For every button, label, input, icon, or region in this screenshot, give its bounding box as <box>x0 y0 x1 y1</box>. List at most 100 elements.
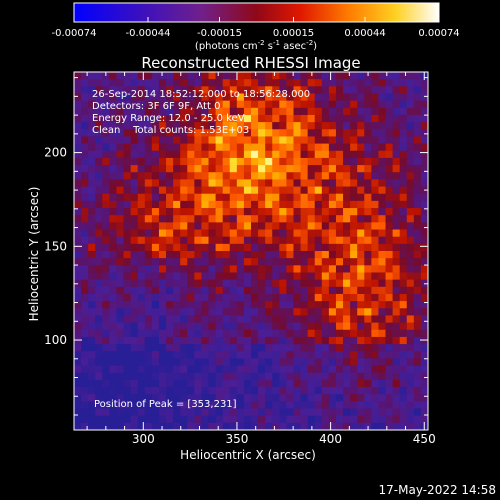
heatmap-cell <box>144 279 153 288</box>
heatmap-cell <box>300 100 309 109</box>
colorbar-gradient <box>73 2 440 23</box>
heatmap-cell <box>293 165 301 173</box>
heatmap-cell <box>399 143 408 152</box>
heatmap-cell <box>279 129 287 137</box>
heatmap-cell <box>321 258 330 266</box>
heatmap-cell <box>258 258 266 266</box>
heatmap-cell <box>371 100 379 109</box>
heatmap-cell <box>321 301 330 309</box>
heatmap-cell <box>137 408 146 417</box>
heatmap-cell <box>321 157 330 166</box>
heatmap-cell <box>144 379 153 388</box>
heatmap-cell <box>335 301 344 309</box>
heatmap-cell <box>350 107 358 116</box>
heatmap-cell <box>109 114 117 123</box>
heatmap-cell <box>328 401 337 409</box>
heatmap-cell <box>229 365 238 374</box>
heatmap-cell <box>314 179 323 187</box>
heatmap-cell <box>328 122 337 130</box>
heatmap-cell <box>399 200 408 209</box>
heatmap-cell <box>307 229 316 238</box>
heatmap-cell <box>236 107 245 116</box>
heatmap-cell <box>222 365 231 374</box>
heatmap-cell <box>137 200 146 209</box>
heatmap-cell <box>307 394 316 402</box>
heatmap-cell <box>74 351 82 359</box>
heatmap-cell <box>229 322 238 331</box>
heatmap-cell <box>314 136 323 144</box>
heatmap-cell <box>180 394 188 402</box>
heatmap-cell <box>236 150 245 159</box>
heatmap-cell <box>74 236 82 245</box>
heatmap-cell <box>399 100 408 109</box>
annotation-energy-range: Energy Range: 12.0 - 25.0 keV <box>92 113 245 124</box>
heatmap-cell <box>413 243 422 252</box>
heatmap-cell <box>236 322 245 331</box>
heatmap-cell <box>420 365 428 374</box>
heatmap-cell <box>300 86 309 94</box>
heatmap-cell <box>95 258 103 266</box>
heatmap-cell <box>321 114 330 123</box>
heatmap-cell <box>158 200 167 209</box>
heatmap-cell <box>328 86 337 94</box>
heatmap-cell <box>123 186 132 195</box>
heatmap-cell <box>158 315 167 323</box>
heatmap-cell <box>343 387 351 395</box>
heatmap-cell <box>258 243 266 252</box>
heatmap-cell <box>137 344 146 352</box>
heatmap-cell <box>243 208 252 216</box>
heatmap-cell <box>272 422 280 430</box>
heatmap-cell <box>194 150 202 159</box>
heatmap-cell <box>95 379 103 388</box>
heatmap-cell <box>378 293 386 302</box>
heatmap-cell <box>272 129 280 137</box>
heatmap-cell <box>187 251 195 259</box>
heatmap-cell <box>420 236 428 245</box>
heatmap-cell <box>328 79 337 87</box>
heatmap-cell <box>314 79 323 87</box>
heatmap-cell <box>335 336 344 345</box>
heatmap-cell <box>378 301 386 309</box>
heatmap-cell <box>102 265 110 273</box>
heatmap-cell <box>201 179 209 187</box>
heatmap-cell <box>343 322 351 331</box>
heatmap-cell <box>173 215 181 223</box>
heatmap-cell <box>166 72 174 80</box>
heatmap-cell <box>371 358 379 366</box>
heatmap-cell <box>102 193 110 202</box>
heatmap-cell <box>378 200 386 209</box>
heatmap-cell <box>158 122 167 130</box>
heatmap-cell <box>286 136 294 144</box>
heatmap-cell <box>357 157 365 166</box>
heatmap-cell <box>343 344 351 352</box>
heatmap-cell <box>392 114 401 123</box>
heatmap-cell <box>173 329 181 338</box>
heatmap-cell <box>144 107 153 116</box>
heatmap-cell <box>187 372 195 381</box>
heatmap-cell <box>328 308 337 316</box>
heatmap-cell <box>335 157 344 166</box>
heatmap-cell <box>215 322 224 331</box>
heatmap-cell <box>364 293 372 302</box>
heatmap-cell <box>357 394 365 402</box>
heatmap-cell <box>95 222 103 230</box>
heatmap-cell <box>286 79 294 87</box>
heatmap-cell <box>378 408 386 417</box>
heatmap-cell <box>385 93 393 102</box>
heatmap-cell <box>321 379 330 388</box>
heatmap-cell <box>378 222 386 230</box>
heatmap-cell <box>81 308 89 316</box>
heatmap-cell <box>371 215 379 223</box>
heatmap-cell <box>194 93 202 102</box>
heatmap-cell <box>88 150 96 159</box>
heatmap-cell <box>201 322 209 331</box>
heatmap-cell <box>116 143 124 152</box>
heatmap-cell <box>300 215 309 223</box>
heatmap-cell <box>357 243 365 252</box>
heatmap-cell <box>137 100 146 109</box>
heatmap-cell <box>137 72 146 80</box>
heatmap-cell <box>279 93 287 102</box>
heatmap-cell <box>300 379 309 388</box>
heatmap-cell <box>335 315 344 323</box>
heatmap-cell <box>243 229 252 238</box>
